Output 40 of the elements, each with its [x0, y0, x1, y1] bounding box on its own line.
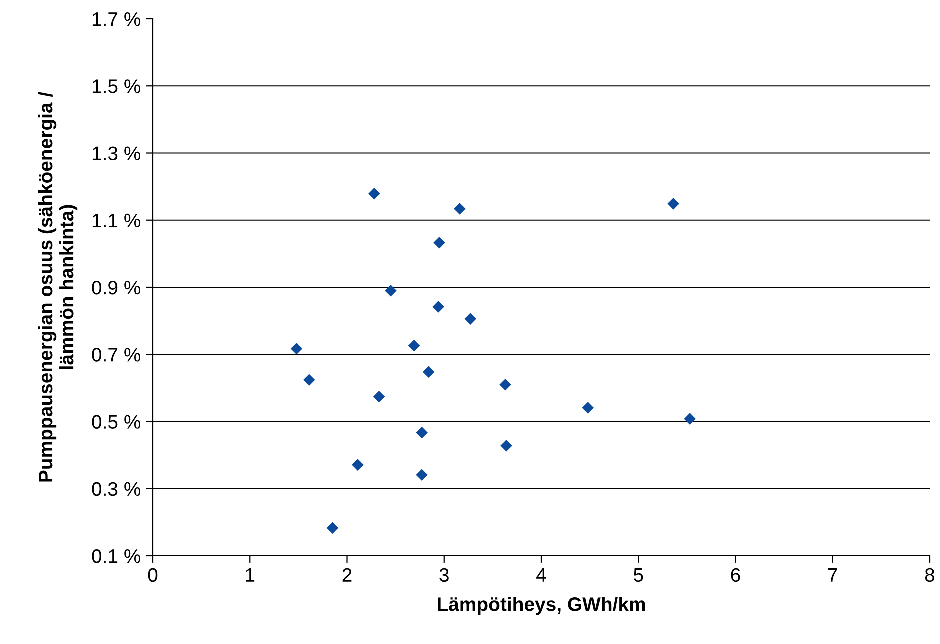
y-axis-title: Pumppausenergian osuus (sähköenergia / lämmön hankinta)	[38, 92, 78, 482]
y-tick-label: 1.5 %	[92, 80, 141, 94]
y-tick-label: 1.3 %	[92, 146, 141, 160]
point	[373, 391, 386, 403]
x-tick-label: 5	[634, 568, 644, 582]
x-tick-label: 0	[148, 568, 158, 582]
point	[303, 374, 316, 386]
x-tick-label: 2	[342, 568, 352, 582]
point	[684, 413, 696, 425]
x-tick-label: 4	[536, 568, 546, 582]
x-tick-label: 1	[246, 568, 255, 582]
point	[500, 378, 512, 391]
y-tick-label: 0.1 %	[92, 549, 141, 564]
point	[454, 203, 466, 215]
y-tick-label: 0.7 %	[92, 348, 141, 362]
point	[464, 313, 476, 325]
point	[290, 343, 303, 355]
y-tick-label: 1.7 %	[92, 12, 141, 26]
y-tick-label: 0.5 %	[92, 415, 141, 429]
point	[432, 301, 444, 313]
x-tick-label: 3	[440, 568, 449, 582]
y-tick-label: 0.9 %	[92, 280, 141, 295]
y-tick-label: 0.3 %	[92, 482, 141, 496]
x-tick-label: 7	[828, 568, 838, 582]
point	[408, 340, 420, 352]
point	[416, 469, 428, 482]
point	[326, 522, 339, 534]
point	[668, 198, 680, 210]
point	[422, 366, 435, 378]
point	[352, 459, 364, 471]
x-tick-label: 6	[731, 568, 740, 582]
x-axis-title: Lämpötiheys, GWh/km	[438, 597, 646, 616]
x-tick-label: 8	[925, 568, 935, 582]
point	[582, 402, 594, 414]
y-tick-label: 1.1 %	[92, 214, 141, 228]
point	[500, 440, 512, 452]
point	[385, 284, 397, 297]
point	[434, 236, 446, 249]
point	[368, 188, 380, 200]
point	[416, 426, 428, 439]
